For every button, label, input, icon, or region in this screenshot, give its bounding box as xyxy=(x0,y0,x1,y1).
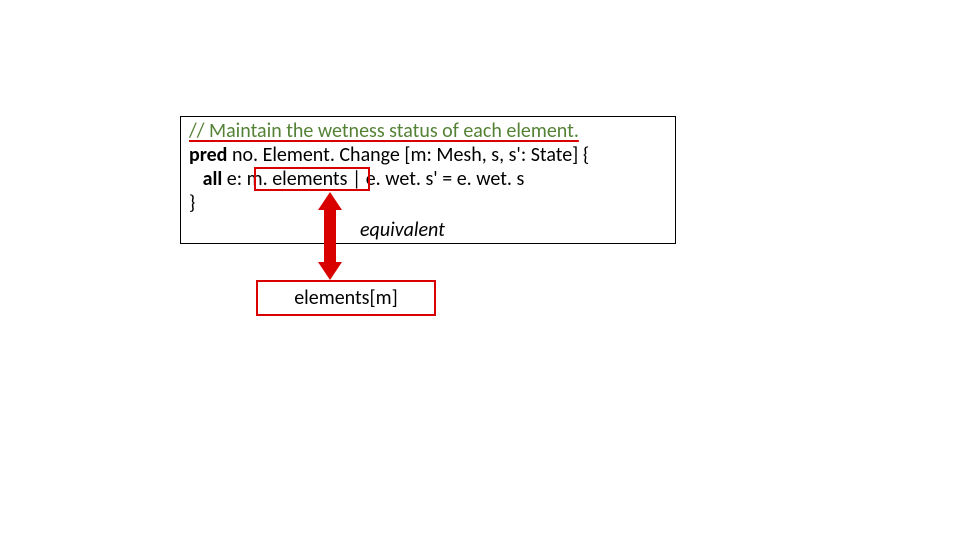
code-line-3: } xyxy=(189,191,667,215)
arrow-shaft xyxy=(324,206,336,266)
equivalent-label: equivalent xyxy=(360,218,445,242)
code-line-2-indent xyxy=(189,167,203,191)
code-line-2-mid-a: e: xyxy=(222,167,246,191)
slide-canvas: // Maintain the wetness status of each e… xyxy=(0,0,960,540)
code-line-1: pred no. Element. Change [m: Mesh, s, s'… xyxy=(189,143,667,167)
highlight-box-detached: elements[m] xyxy=(256,280,436,316)
keyword-pred: pred xyxy=(189,143,227,167)
code-comment: // Maintain the wetness status of each e… xyxy=(189,119,667,143)
highlight-box-inline xyxy=(254,167,370,191)
code-line-1-rest: no. Element. Change [m: Mesh, s, s': Sta… xyxy=(227,143,589,167)
code-line-2-mid-b: | e. wet. s' = e. wet. s xyxy=(347,167,524,191)
arrow-head-down-icon xyxy=(318,262,342,280)
double-arrow-icon xyxy=(318,192,342,280)
detached-box-label: elements[m] xyxy=(294,286,398,310)
keyword-all: all xyxy=(203,167,223,191)
